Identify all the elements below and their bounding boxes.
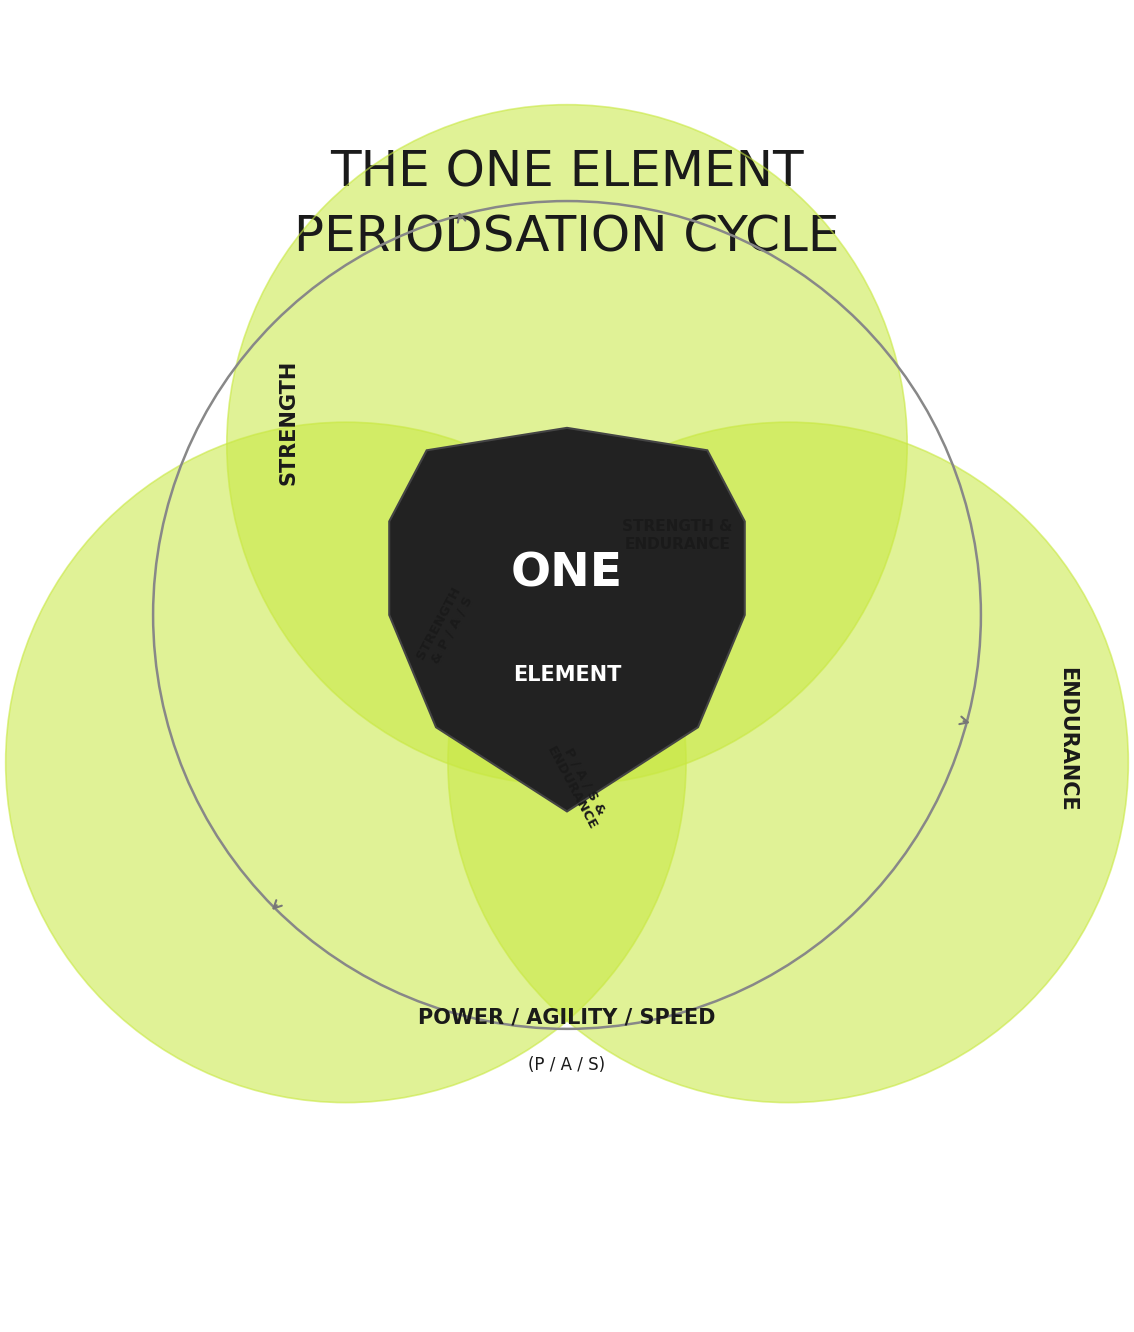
Text: P / A / S &
ENDURANCE: P / A / S & ENDURANCE — [544, 738, 612, 832]
Text: ELEMENT: ELEMENT — [513, 665, 621, 685]
Text: ONE: ONE — [511, 551, 623, 597]
Text: POWER / AGILITY / SPEED: POWER / AGILITY / SPEED — [418, 1007, 716, 1027]
Text: PERIODSATION CYCLE: PERIODSATION CYCLE — [294, 213, 840, 261]
Text: STRENGTH
& P / A / S: STRENGTH & P / A / S — [414, 585, 476, 669]
Text: STRENGTH: STRENGTH — [278, 360, 298, 485]
Text: ENDURANCE: ENDURANCE — [1057, 667, 1077, 813]
Text: (P / A / S): (P / A / S) — [528, 1056, 606, 1074]
Circle shape — [227, 105, 907, 785]
Circle shape — [448, 422, 1128, 1103]
Polygon shape — [389, 428, 745, 811]
Circle shape — [6, 422, 686, 1103]
Text: STRENGTH &
ENDURANCE: STRENGTH & ENDURANCE — [623, 519, 733, 551]
Text: THE ONE ELEMENT: THE ONE ELEMENT — [330, 149, 804, 197]
